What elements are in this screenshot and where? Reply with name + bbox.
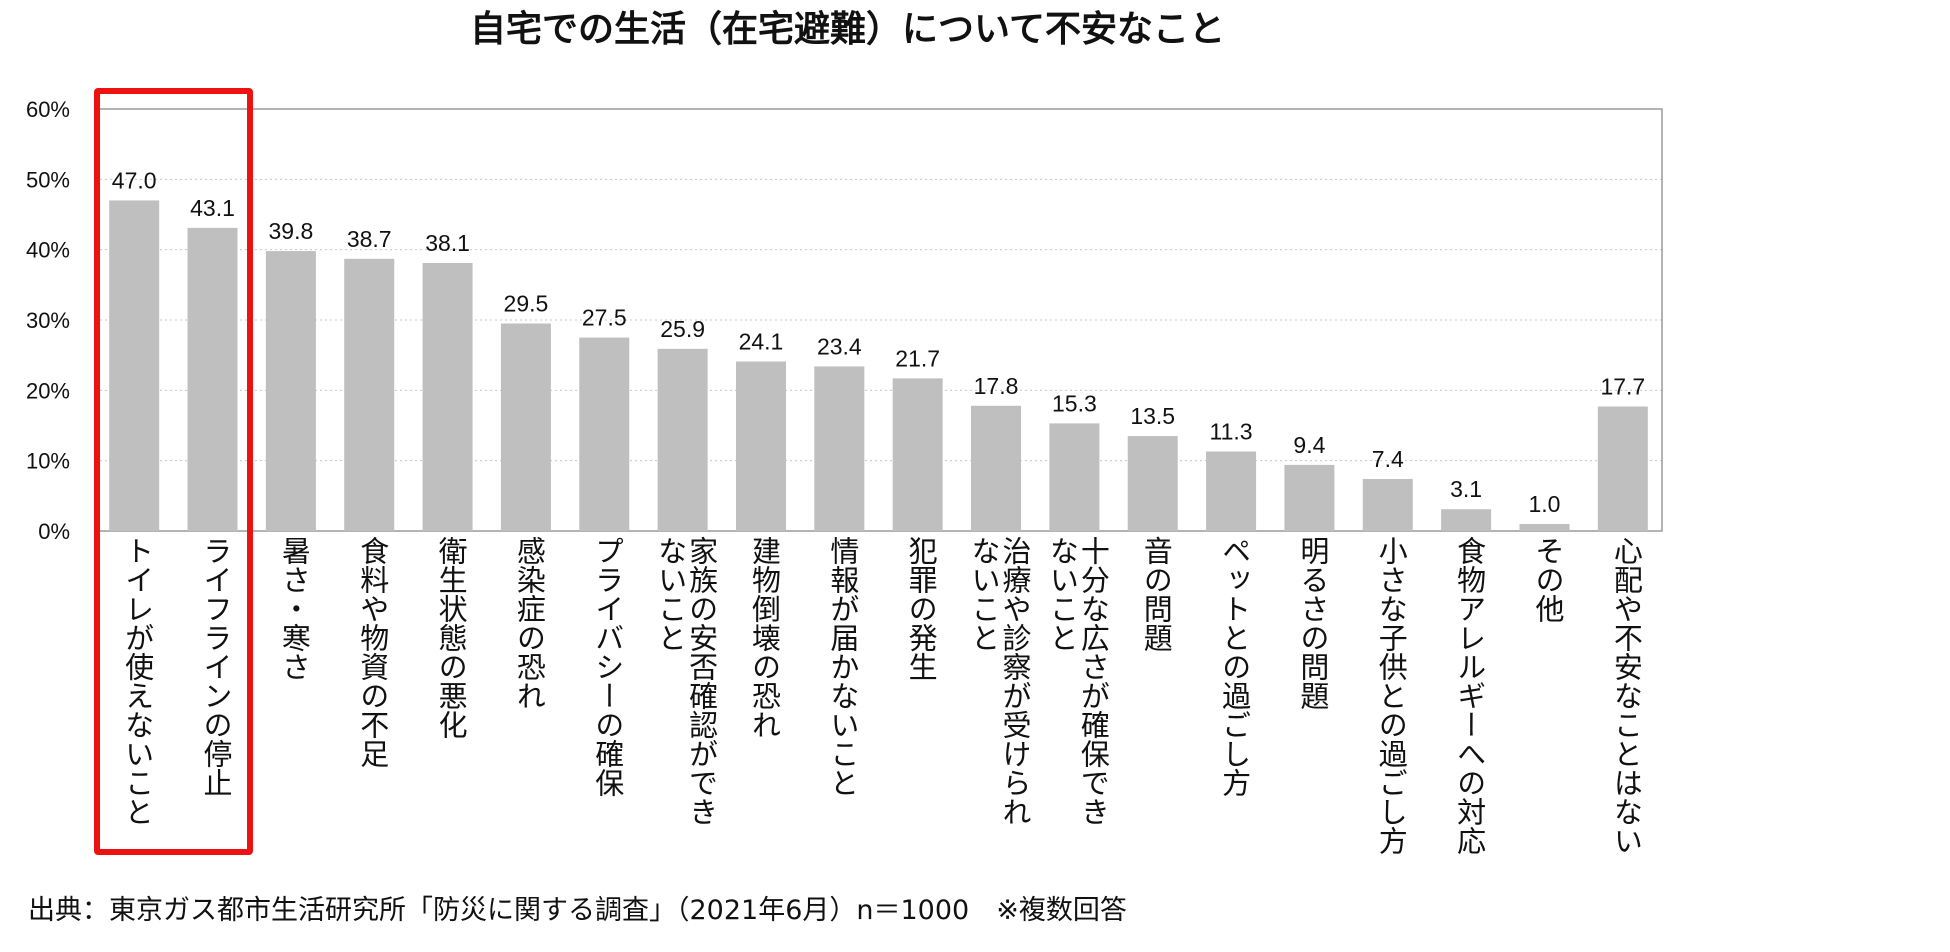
bar: [1049, 423, 1100, 531]
category-label: 心配や不安なことはない: [1609, 536, 1644, 855]
value-label: 43.1: [190, 195, 235, 221]
category-label: 情報が届かないこと: [825, 536, 860, 797]
y-tick-label: 10%: [26, 449, 70, 474]
value-label: 13.5: [1130, 403, 1175, 429]
category-label: 衛生状態の悪化: [434, 536, 469, 739]
bar: [579, 337, 630, 531]
bar: [1519, 523, 1570, 531]
gridlines: [95, 178, 1662, 462]
value-label: 39.8: [268, 218, 313, 244]
value-label: 29.5: [504, 291, 549, 317]
value-label: 11.3: [1210, 419, 1253, 445]
bar: [1362, 478, 1413, 531]
bar: [735, 361, 786, 531]
category-label: 治療や診察が受けられ ないこと: [967, 536, 1033, 826]
value-label: 1.0: [1528, 491, 1560, 517]
category-label: 食料や物資の不足: [355, 536, 390, 768]
category-label: 犯罪の発生: [904, 536, 939, 681]
bar: [344, 258, 395, 531]
y-tick-label: 0%: [38, 519, 70, 544]
value-labels: 47.0 43.1 39.8 38.7 38.1 29.5 27.5 25.9 24.1 23.4…: [112, 167, 1645, 517]
bar: [814, 366, 865, 531]
value-label: 3.1: [1450, 476, 1482, 502]
category-label: ペットとの過ごし方: [1217, 536, 1252, 797]
value-label: 21.7: [895, 345, 940, 371]
category-label: ライフラインの停止: [199, 536, 234, 797]
source-note: 出典：東京ガス都市生活研究所「防災に関する調査」（2021年6月）n＝1000 …: [28, 895, 1127, 926]
bar: [422, 263, 473, 531]
bar: [1206, 451, 1257, 531]
bar: [109, 200, 160, 531]
category-label: 建物倒壊の恐れ: [747, 536, 782, 739]
category-label: 食物アレルギーへの対応: [1452, 536, 1487, 855]
bar: [265, 251, 316, 531]
value-label: 38.7: [347, 226, 392, 252]
value-label: 9.4: [1293, 432, 1325, 458]
category-label: プライバシーの確保: [590, 536, 625, 797]
bar: [1441, 509, 1492, 531]
category-label: 小さな子供との過ごし方: [1374, 536, 1409, 855]
y-tick-label: 50%: [26, 167, 70, 192]
value-label: 24.1: [739, 328, 784, 354]
category-label: 十分な広さが確保でき ないこと: [1045, 536, 1111, 826]
y-tick-label: 40%: [26, 238, 70, 263]
value-label: 15.3: [1052, 390, 1097, 416]
highlight-box: [94, 88, 253, 855]
value-label: 17.8: [974, 373, 1019, 399]
value-label: 47.0: [112, 167, 157, 193]
category-label: 暑さ・寒さ: [277, 536, 312, 681]
category-label: 感染症の恐れ: [512, 536, 547, 710]
bar: [187, 227, 238, 531]
value-label: 38.1: [425, 230, 470, 256]
y-tick-label: 30%: [26, 308, 70, 333]
bar: [1284, 464, 1335, 531]
y-tick-label: 60%: [26, 97, 70, 122]
category-label: トイレが使えないこと: [120, 536, 155, 826]
bar: [500, 323, 551, 531]
value-label: 27.5: [582, 305, 627, 331]
value-label: 25.9: [660, 316, 705, 342]
bar: [657, 348, 708, 531]
category-label: その他: [1530, 536, 1565, 623]
bar: [892, 378, 943, 531]
bar: [1127, 436, 1178, 531]
bar: [971, 405, 1022, 531]
category-label: 明るさの問題: [1295, 536, 1330, 710]
bars: [109, 200, 1648, 531]
category-label: 音の問題: [1139, 536, 1174, 652]
y-tick-label: 20%: [26, 378, 70, 403]
y-axis-ticks: 0% 10% 20% 30% 40% 50% 60%: [26, 97, 70, 544]
value-label: 7.4: [1372, 446, 1404, 472]
value-label: 17.7: [1600, 374, 1645, 400]
value-label: 23.4: [817, 333, 862, 359]
bar: [1597, 406, 1648, 531]
category-label: 家族の安否確認ができ ないこと: [653, 536, 719, 826]
chart-title: 自宅での生活（在宅避難）について不安なこと: [470, 9, 1225, 50]
